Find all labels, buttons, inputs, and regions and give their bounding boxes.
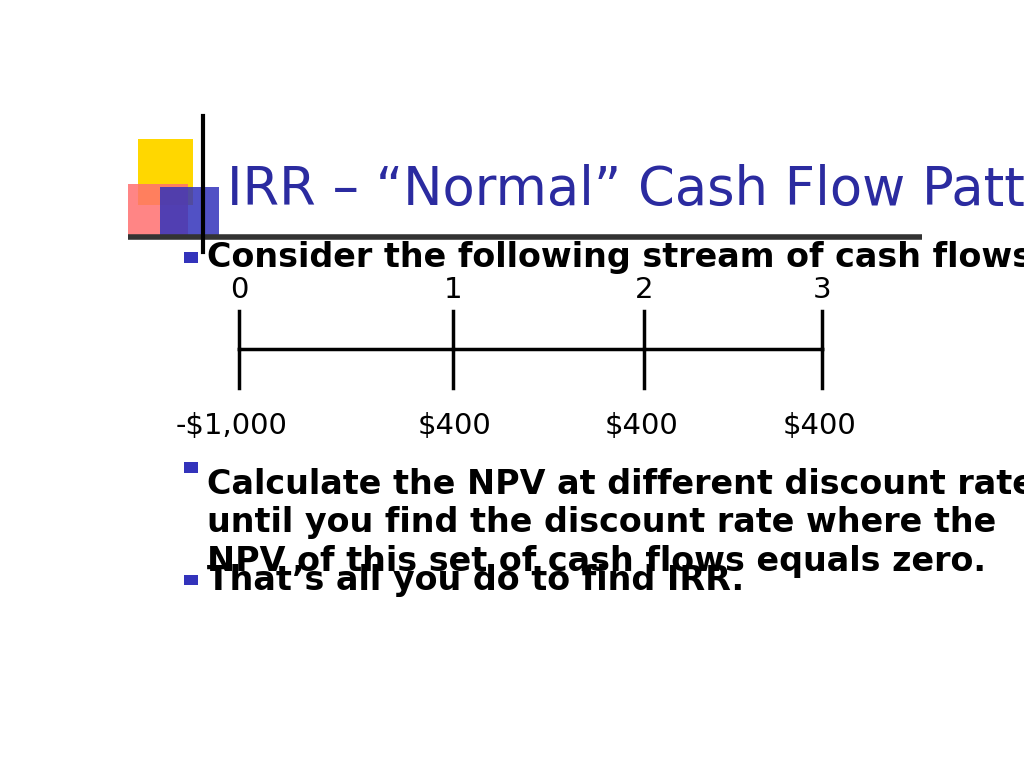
Text: IRR – “Normal” Cash Flow Pattern: IRR – “Normal” Cash Flow Pattern xyxy=(227,164,1024,216)
Text: $400: $400 xyxy=(604,412,678,440)
Text: until you find the discount rate where the: until you find the discount rate where t… xyxy=(207,506,996,539)
Text: That’s all you do to find IRR.: That’s all you do to find IRR. xyxy=(207,564,744,597)
FancyBboxPatch shape xyxy=(137,140,194,204)
Text: NPV of this set of cash flows equals zero.: NPV of this set of cash flows equals zer… xyxy=(207,545,986,578)
Text: $400: $400 xyxy=(418,412,492,440)
Bar xyxy=(183,574,198,585)
Text: 0: 0 xyxy=(230,276,248,304)
Bar xyxy=(183,462,198,473)
Text: $400: $400 xyxy=(782,412,856,440)
Text: Calculate the NPV at different discount rates: Calculate the NPV at different discount … xyxy=(207,468,1024,501)
FancyBboxPatch shape xyxy=(120,184,187,237)
Text: -$1,000: -$1,000 xyxy=(176,412,288,440)
Text: Consider the following stream of cash flows:: Consider the following stream of cash fl… xyxy=(207,241,1024,274)
Bar xyxy=(183,253,198,263)
Text: 1: 1 xyxy=(444,276,463,304)
Text: 2: 2 xyxy=(635,276,653,304)
FancyBboxPatch shape xyxy=(160,187,219,237)
Text: 3: 3 xyxy=(813,276,831,304)
